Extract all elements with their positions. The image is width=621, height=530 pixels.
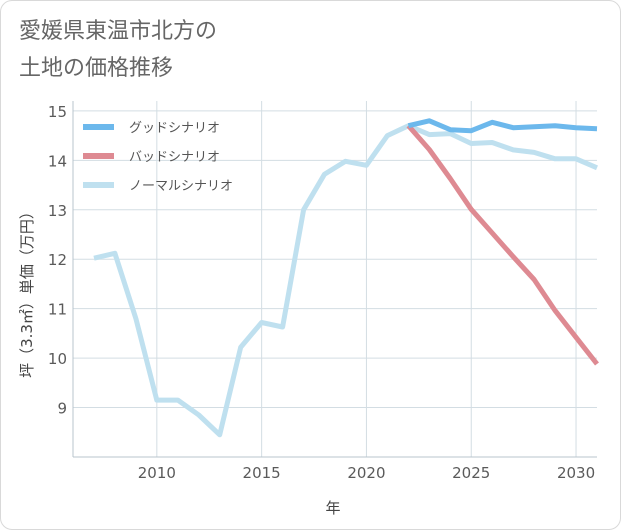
grid-lines xyxy=(72,101,597,458)
tick-labels: 2010 2015 2020 2025 2030 9 10 11 12 13 14 15 xyxy=(48,103,595,482)
chart-title-line-1: 愛媛県東温市北方の xyxy=(19,19,218,44)
y-axis-title: 坪（3.3㎡）単価（万円） xyxy=(18,204,36,378)
y-tick-label: 14 xyxy=(48,152,67,170)
y-tick-label: 12 xyxy=(48,251,67,269)
series-line-0 xyxy=(407,118,598,134)
chart-title: 愛媛県東温市北方の 土地の価格推移 xyxy=(19,13,217,87)
y-tick-label: 10 xyxy=(48,350,67,368)
legend-label: バッドシナリオ xyxy=(129,150,220,165)
legend-label: ノーマルシナリオ xyxy=(129,179,233,194)
x-tick-label: 2015 xyxy=(243,464,281,482)
x-tick-label: 2030 xyxy=(557,464,595,482)
y-tick-label: 11 xyxy=(48,301,67,319)
chart-title-line-2: 土地の価格推移 xyxy=(19,56,174,81)
y-tick-label: 15 xyxy=(48,103,67,121)
x-tick-label: 2010 xyxy=(138,464,176,482)
x-tick-label: 2025 xyxy=(452,464,490,482)
y-tick-label: 13 xyxy=(48,202,67,220)
x-tick-label: 2020 xyxy=(347,464,385,482)
legend-label: グッドシナリオ xyxy=(129,121,220,136)
series-line-2 xyxy=(93,123,598,438)
x-axis-title: 年 xyxy=(325,499,340,517)
series-lines xyxy=(93,118,599,438)
series-line-1 xyxy=(406,124,599,366)
y-tick-label: 9 xyxy=(57,400,67,418)
